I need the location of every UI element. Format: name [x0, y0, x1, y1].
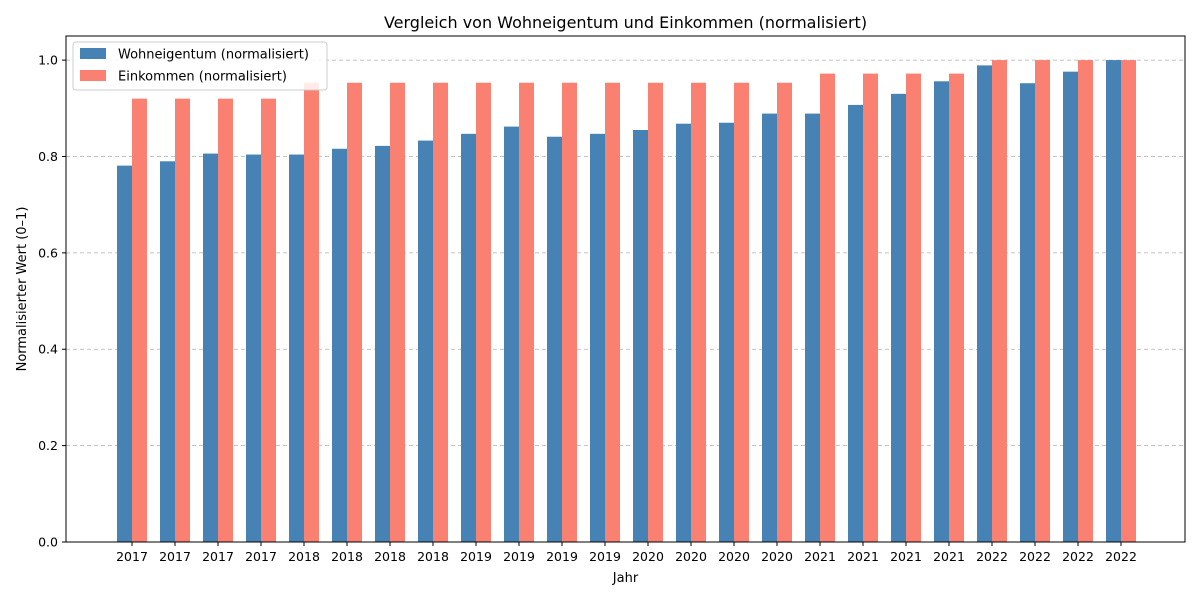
- bar-wohneigentum: [246, 154, 261, 542]
- bar-wohneigentum: [203, 153, 218, 542]
- bar-einkommen: [261, 98, 276, 543]
- bar-wohneigentum: [1020, 83, 1035, 542]
- bar-wohneigentum: [934, 81, 949, 543]
- x-tick-label: 2019: [460, 549, 492, 564]
- y-tick-label: 0.6: [38, 245, 58, 260]
- bar-wohneigentum: [633, 129, 648, 542]
- y-axis: 0.0 0.2 0.4 0.6 0.8 1.0: [38, 53, 66, 550]
- bar-einkommen: [820, 73, 835, 543]
- x-tick-label: 2018: [331, 549, 363, 564]
- bar-einkommen: [1121, 60, 1136, 542]
- bar-wohneigentum: [289, 154, 304, 542]
- bar-einkommen: [1035, 60, 1050, 542]
- x-tick-label: 2021: [804, 549, 836, 564]
- x-tick-label: 2018: [288, 549, 320, 564]
- x-tick-label: 2021: [847, 549, 879, 564]
- y-tick-label: 0.4: [38, 342, 58, 357]
- bar-einkommen: [519, 82, 534, 543]
- bar-einkommen: [433, 82, 448, 543]
- bar-wohneigentum: [332, 148, 347, 542]
- bar-wohneigentum: [891, 93, 906, 542]
- bar-einkommen: [906, 73, 921, 543]
- bar-wohneigentum: [805, 113, 820, 542]
- legend-label-einkommen: Einkommen (normalisiert): [118, 70, 287, 85]
- bar-einkommen: [605, 82, 620, 543]
- y-axis-label: Normalisierter Wert (0–1): [15, 207, 30, 372]
- bar-einkommen: [132, 98, 147, 543]
- bar-wohneigentum: [375, 145, 390, 543]
- bar-einkommen: [218, 98, 233, 543]
- chart-title: Vergleich von Wohneigentum und Einkommen…: [384, 13, 867, 32]
- bar-wohneigentum: [590, 133, 605, 542]
- bar-wohneigentum: [977, 65, 992, 543]
- x-tick-label: 2019: [503, 549, 535, 564]
- x-tick-label: 2018: [417, 549, 449, 564]
- bar-einkommen: [949, 73, 964, 543]
- bar-einkommen: [863, 73, 878, 543]
- bar-einkommen: [304, 82, 319, 543]
- legend-swatch-einkommen: [80, 70, 106, 81]
- y-tick-label: 0.2: [38, 438, 58, 453]
- x-tick-label: 2022: [1105, 549, 1137, 564]
- x-tick-label: 2017: [202, 549, 234, 564]
- bar-einkommen: [347, 82, 362, 543]
- bar-einkommen: [1078, 60, 1093, 542]
- bar-wohneigentum: [676, 123, 691, 542]
- bar-einkommen: [390, 82, 405, 543]
- y-tick-label: 0.0: [38, 535, 58, 550]
- bar-einkommen: [691, 82, 706, 543]
- bar-einkommen: [777, 82, 792, 543]
- legend-swatch-wohneigentum: [80, 48, 106, 59]
- bar-wohneigentum: [762, 113, 777, 542]
- plot-frame: [65, 35, 1186, 543]
- x-tick-label: 2017: [159, 549, 191, 564]
- x-tick-label: 2017: [245, 549, 277, 564]
- x-tick-label: 2018: [374, 549, 406, 564]
- bar-einkommen: [648, 82, 663, 543]
- legend-label-wohneigentum: Wohneigentum (normalisiert): [118, 48, 309, 63]
- x-tick-label: 2022: [1019, 549, 1051, 564]
- x-tick-label: 2022: [976, 549, 1008, 564]
- x-axis: 2017 2017 2017 2017 2018 2018 2018 2018 2019 2019…: [116, 542, 1137, 564]
- bar-einkommen: [734, 82, 749, 543]
- x-tick-label: 2021: [890, 549, 922, 564]
- bar-wohneigentum: [117, 165, 132, 542]
- bar-wohneigentum: [1063, 71, 1078, 542]
- bar-wohneigentum: [547, 136, 562, 543]
- bar-einkommen: [562, 82, 577, 543]
- legend-box: [72, 41, 328, 91]
- bar-wohneigentum: [461, 133, 476, 542]
- x-tick-label: 2019: [546, 549, 578, 564]
- bar-wohneigentum: [848, 104, 863, 542]
- bar-einkommen: [175, 98, 190, 543]
- x-tick-label: 2019: [589, 549, 621, 564]
- bar-wohneigentum: [160, 161, 175, 543]
- bar-wohneigentum: [1106, 60, 1121, 542]
- x-tick-label: 2020: [718, 549, 750, 564]
- bar-wohneigentum: [418, 140, 433, 542]
- x-tick-label: 2017: [116, 549, 148, 564]
- x-tick-label: 2020: [761, 549, 793, 564]
- x-tick-label: 2020: [675, 549, 707, 564]
- x-tick-label: 2021: [933, 549, 965, 564]
- legend: Wohneigentum (normalisiert) Einkommen (n…: [72, 41, 328, 91]
- x-axis-label: Jahr: [612, 571, 639, 586]
- y-tick-label: 0.8: [38, 149, 58, 164]
- bar-einkommen: [476, 82, 491, 543]
- y-tick-label: 1.0: [38, 53, 58, 68]
- bar-einkommen: [992, 60, 1007, 542]
- x-tick-label: 2022: [1062, 549, 1094, 564]
- bars: [117, 60, 1136, 543]
- x-tick-label: 2020: [632, 549, 664, 564]
- bar-wohneigentum: [719, 122, 734, 542]
- bar-wohneigentum: [504, 126, 519, 543]
